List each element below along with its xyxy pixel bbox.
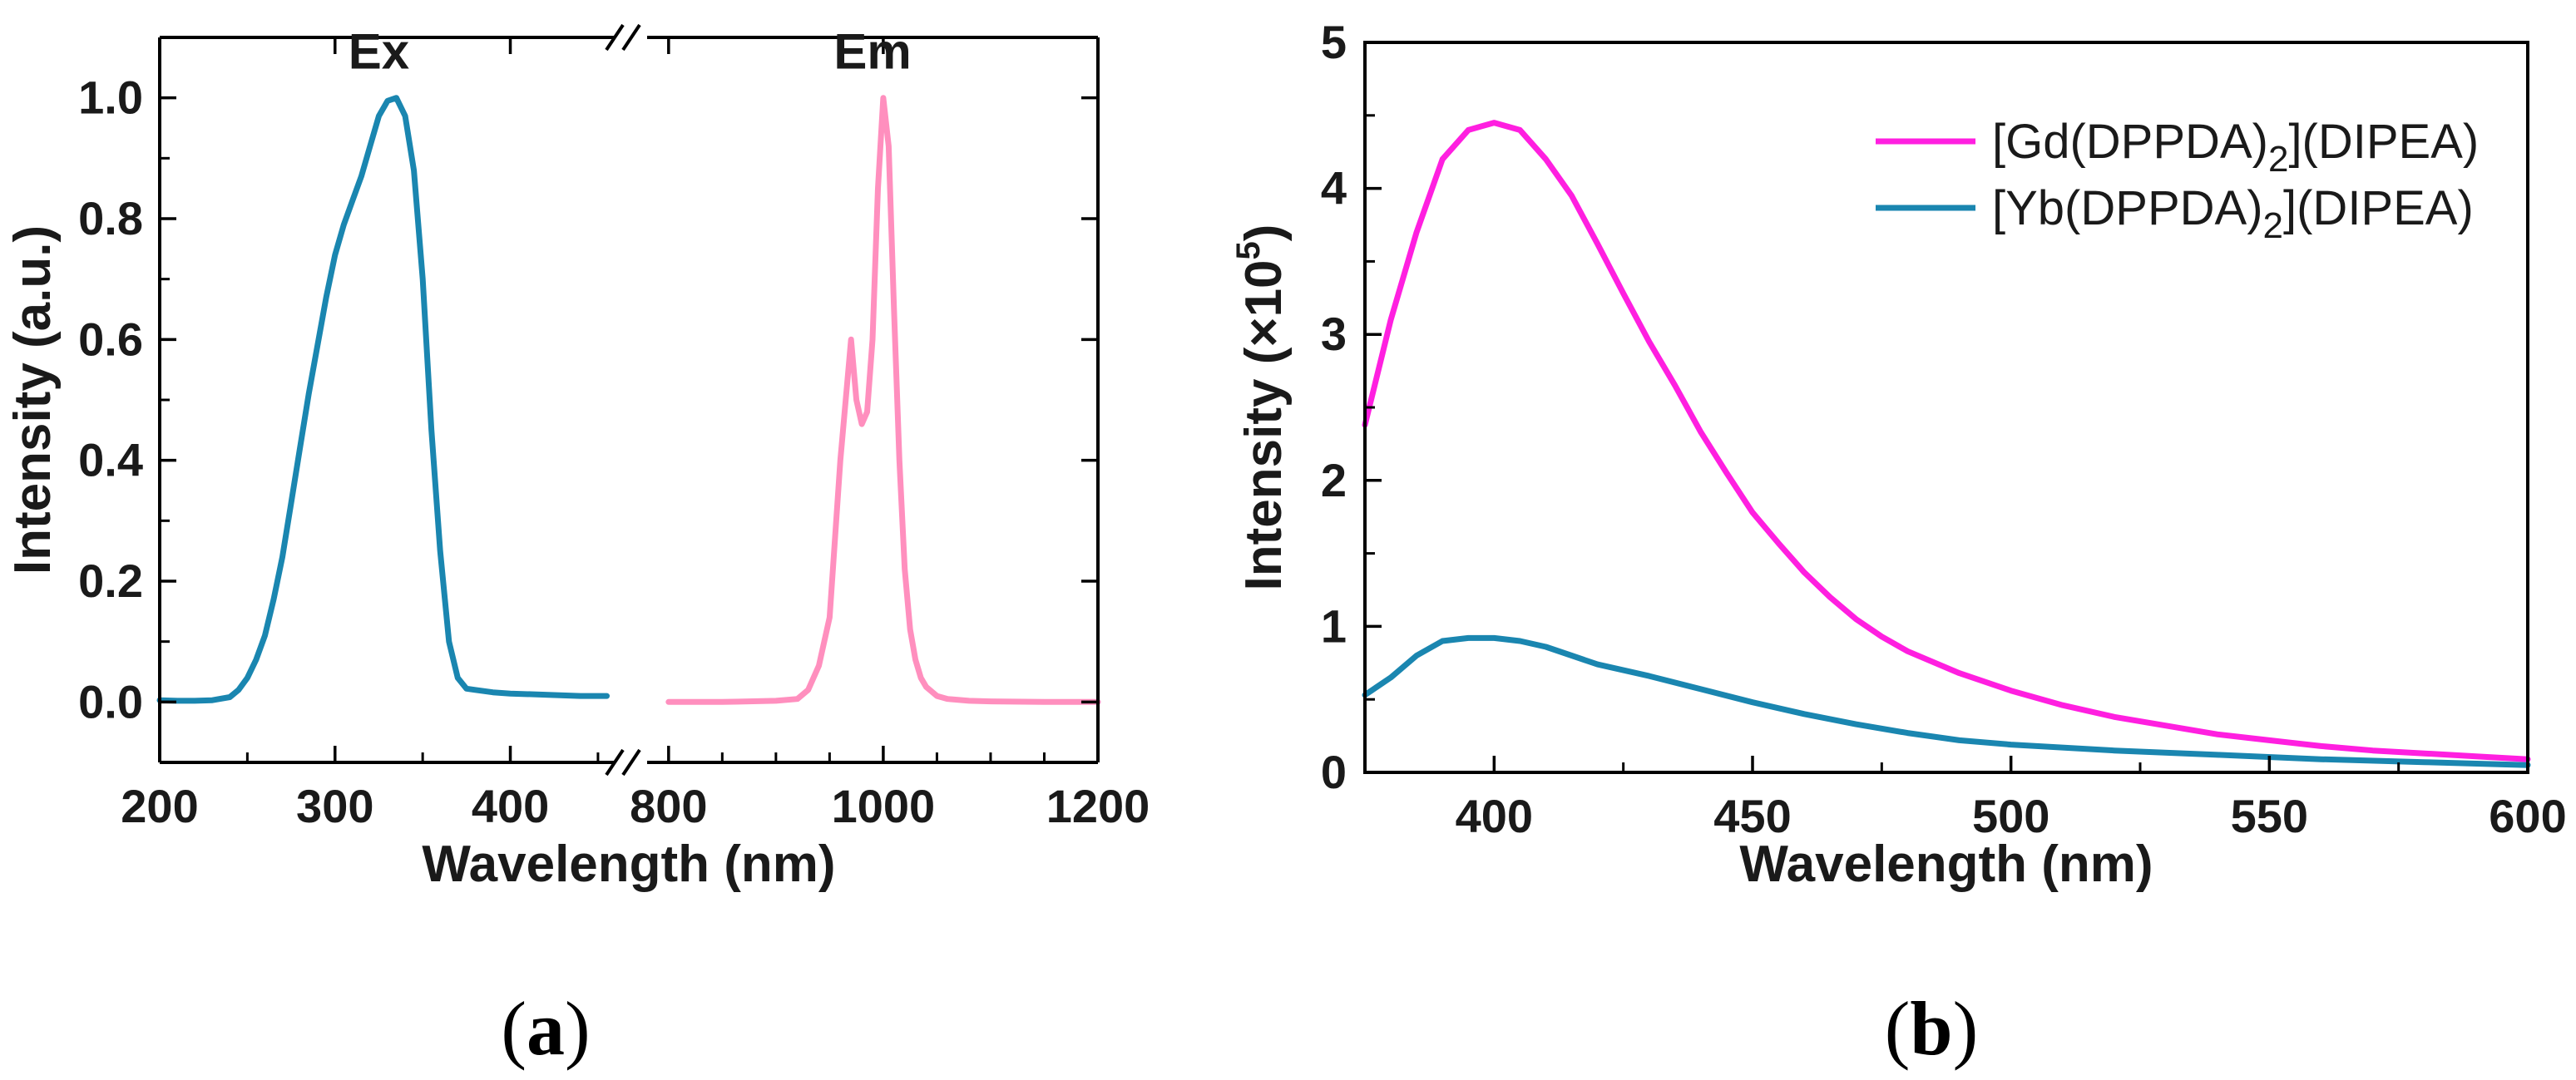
panel-a-ticks: 0.0 0.2 0.4 0.6 0.8 1.0 200 300 400 800 1000 1200: [78, 36, 1150, 832]
panel-b-xtick-label: 400: [1456, 790, 1533, 842]
panel-b-ytick-label: 0: [1321, 746, 1347, 798]
panel-b-ytick-label: 5: [1321, 16, 1347, 68]
panel-a-label: (a): [501, 986, 590, 1071]
chart-panel-a: 0.0 0.2 0.4 0.6 0.8 1.0 200 300 400 800 1000 1200 W…: [4, 24, 1150, 1071]
panel-a-x-axis-title: Wavelength (nm): [422, 836, 835, 893]
panel-b-xtick-label: 600: [2489, 790, 2566, 842]
series-gd-line: [1362, 120, 2531, 762]
panel-b-xtick-label: 450: [1713, 790, 1791, 842]
panel-a-ytick-label: 0.2: [78, 555, 143, 607]
panel-b-y-axis-title: Intensity (×105): [1230, 224, 1293, 591]
panel-b-curves: [1362, 120, 2531, 768]
panel-b-xtick-label: 550: [2231, 790, 2308, 842]
panel-a-ytick-label: 0.8: [78, 192, 143, 244]
legend: [Gd(DPPDA)2](DIPEA) [Yb(DPPDA)2](DIPEA): [1876, 115, 2479, 246]
panel-a-axes: [158, 23, 1100, 777]
legend-label-yb: [Yb(DPPDA)2](DIPEA): [1992, 181, 2474, 246]
series-em-line: [665, 95, 1101, 705]
top-break-slash-2: [621, 23, 641, 52]
ex-peak-label: Ex: [349, 24, 409, 80]
panel-b-ytick-label: 2: [1321, 454, 1347, 506]
panel-a-xtick-label: 200: [121, 780, 198, 832]
panel-a-curves: [156, 95, 1101, 705]
panel-a-ytick-label: 1.0: [78, 72, 143, 124]
panel-a-ytick-label: 0.0: [78, 675, 143, 727]
panel-a-ytick-label: 0.4: [78, 434, 143, 486]
panel-b-ytick-label: 1: [1321, 599, 1347, 652]
panel-b-ticks: 0 1 2 3 4 5 400 450 500 550 600: [1321, 16, 2567, 842]
panel-a-xtick-label: 300: [296, 780, 373, 832]
series-ex-line: [156, 95, 610, 704]
panel-b-ytick-label: 3: [1321, 308, 1347, 360]
panel-a-ytick-label: 0.6: [78, 313, 143, 365]
panel-b-xtick-label: 500: [1972, 790, 2049, 842]
panel-b-ytick-label: 4: [1321, 162, 1347, 215]
series-yb-line: [1362, 634, 2531, 768]
bottom-break-slash-2: [621, 748, 641, 777]
chart-panel-b: 0 1 2 3 4 5 400 450 500 550 600 Wavelength (nm) In…: [1230, 16, 2567, 1071]
panel-a-xtick-label: 800: [630, 780, 707, 832]
panel-a-xtick-label: 400: [472, 780, 549, 832]
em-peak-label: Em: [833, 24, 911, 80]
bottom-break-slash-1: [605, 748, 625, 777]
panel-a-y-axis-title: Intensity (a.u.): [4, 225, 62, 575]
legend-label-gd: [Gd(DPPDA)2](DIPEA): [1992, 115, 2479, 180]
panel-b-label: (b): [1885, 986, 1978, 1071]
panel-a-xtick-label: 1000: [832, 780, 936, 832]
panel-b-x-axis-title: Wavelength (nm): [1739, 836, 2153, 893]
top-break-slash-1: [605, 23, 625, 52]
panel-a-xtick-label: 1200: [1046, 780, 1150, 832]
